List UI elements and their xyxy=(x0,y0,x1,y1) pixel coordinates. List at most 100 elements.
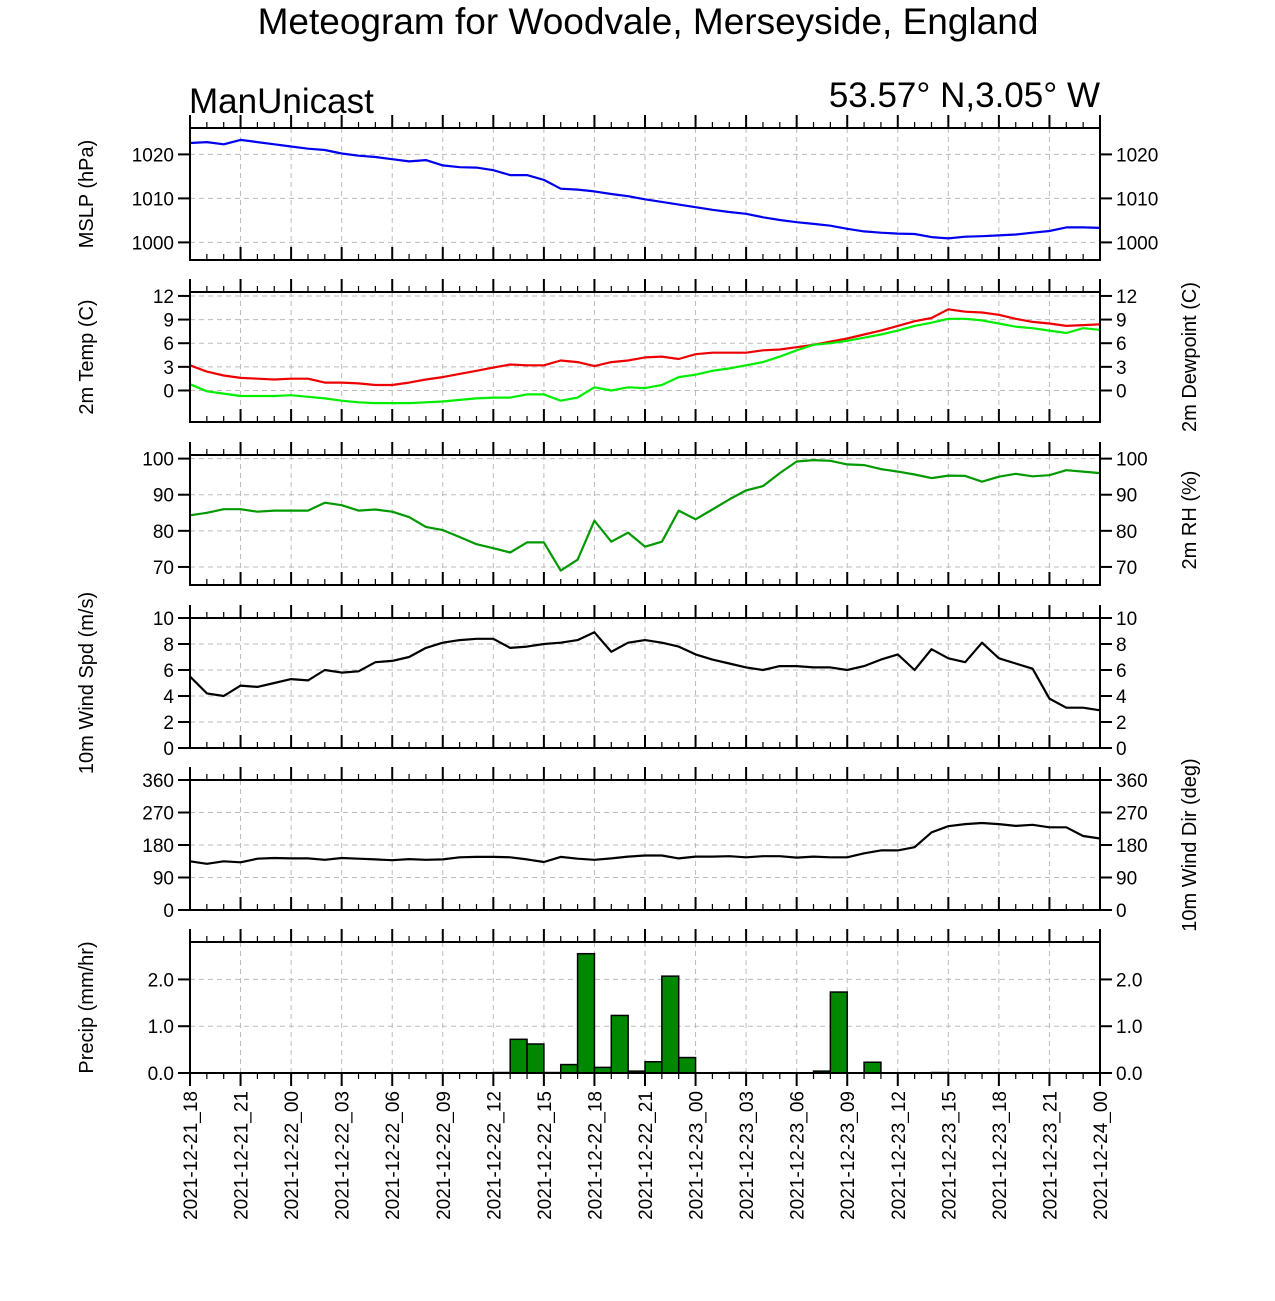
10m-wind-dir-line xyxy=(189,821,1101,865)
2m-temp-line xyxy=(189,308,1101,387)
y-tick-label-right: 10 xyxy=(1116,609,1137,630)
y-tick-label-right: 8 xyxy=(1116,635,1127,656)
y-tick-label-right: 0 xyxy=(1116,901,1127,922)
y-tick-label-left: 2.0 xyxy=(148,970,174,991)
y-tick-label-right: 180 xyxy=(1116,836,1148,857)
x-tick-label: 2021-12-22_09 xyxy=(434,1091,455,1220)
y-axis-title-right: 10m Wind Dir (deg) xyxy=(1179,758,1201,931)
precip-bar xyxy=(509,1038,528,1074)
precip-bar xyxy=(610,1014,629,1074)
x-tick-label: 2021-12-23_15 xyxy=(939,1091,960,1220)
x-tick-label: 2021-12-22_00 xyxy=(282,1091,303,1220)
y-tick-label-right: 0.0 xyxy=(1116,1064,1142,1085)
y-tick-label-right: 0 xyxy=(1116,381,1127,402)
y-tick-label-left: 0 xyxy=(163,739,174,760)
y-tick-label-left: 180 xyxy=(142,836,174,857)
y-tick-label-left: 2 xyxy=(163,713,174,734)
y-tick-label-right: 90 xyxy=(1116,869,1137,890)
y-tick-label-left: 270 xyxy=(142,804,174,825)
precip-bar xyxy=(829,991,848,1074)
y-tick-label-right: 70 xyxy=(1116,558,1137,579)
x-tick-label: 2021-12-22_03 xyxy=(333,1091,354,1220)
y-tick-label-left: 0 xyxy=(163,901,174,922)
x-tick-label: 2021-12-22_21 xyxy=(636,1091,657,1220)
y-tick-label-right: 9 xyxy=(1116,311,1127,332)
y-tick-label-left: 6 xyxy=(163,334,174,355)
x-tick-label: 2021-12-23_03 xyxy=(737,1091,758,1220)
y-tick-label-left: 80 xyxy=(153,522,174,543)
x-tick-label: 2021-12-21_18 xyxy=(181,1091,202,1220)
y-axis-title-left: 10m Wind Spd (m/s) xyxy=(76,592,98,774)
panel-wind_direction: 0 0 90 90 180 180 270 270 360 360 10m Wind Dir (de… xyxy=(142,758,1201,931)
y-tick-label-right: 90 xyxy=(1116,486,1137,507)
panel-wind_speed: 0 0 2 2 4 4 6 6 8 8 10 10 10m Wind Spd (m/s) xyxy=(76,592,1137,774)
y-tick-label-right: 2.0 xyxy=(1116,970,1142,991)
y-tick-label-right: 6 xyxy=(1116,661,1127,682)
y-tick-label-left: 1020 xyxy=(132,145,174,166)
y-tick-label-left: 12 xyxy=(153,287,174,308)
y-tick-label-right: 270 xyxy=(1116,804,1148,825)
y-tick-label-right: 12 xyxy=(1116,287,1137,308)
x-tick-label: 2021-12-23_06 xyxy=(788,1091,809,1220)
y-tick-label-left: 4 xyxy=(163,687,174,708)
x-tick-label: 2021-12-23_00 xyxy=(687,1091,708,1220)
x-tick-label: 2021-12-22_15 xyxy=(535,1091,556,1220)
10m-wind-spd-line xyxy=(189,631,1101,712)
x-tick-label: 2021-12-22_06 xyxy=(383,1091,404,1220)
mslp-line xyxy=(189,138,1101,240)
precip-bar xyxy=(576,952,596,1074)
y-tick-label-right: 1.0 xyxy=(1116,1017,1142,1038)
y-tick-label-right: 80 xyxy=(1116,522,1137,543)
y-tick-label-left: 6 xyxy=(163,661,174,682)
y-tick-label-right: 2 xyxy=(1116,713,1127,734)
y-tick-label-left: 1010 xyxy=(132,189,174,210)
y-tick-label-right: 1000 xyxy=(1116,233,1158,254)
precip-bar xyxy=(863,1061,882,1074)
y-tick-label-left: 90 xyxy=(153,869,174,890)
x-tick-label: 2021-12-22_18 xyxy=(585,1091,606,1220)
x-tick-label: 2021-12-24_00 xyxy=(1091,1091,1112,1220)
y-axis-title-left: Precip (mm/hr) xyxy=(76,941,98,1073)
y-tick-label-right: 6 xyxy=(1116,334,1127,355)
y-tick-label-right: 3 xyxy=(1116,358,1127,379)
precip-bar xyxy=(677,1056,697,1074)
y-tick-label-left: 0.0 xyxy=(148,1064,174,1085)
y-axis-title-left: 2m Temp (C) xyxy=(76,299,98,414)
y-tick-label-left: 70 xyxy=(153,558,174,579)
2m-dewpoint-line xyxy=(189,317,1101,405)
precip-bar xyxy=(559,1063,579,1074)
panel-precipitation: 0.0 0.0 1.0 1.0 2.0 2.0 Precip (mm/hr) 2021-12-… xyxy=(76,929,1142,1220)
x-tick-label: 2021-12-23_12 xyxy=(889,1091,910,1220)
model-label: ManUnicast xyxy=(189,82,374,121)
y-tick-label-right: 0 xyxy=(1116,739,1127,760)
y-tick-label-right: 360 xyxy=(1116,771,1148,792)
y-tick-label-left: 0 xyxy=(163,381,174,402)
y-tick-label-left: 8 xyxy=(163,635,174,656)
y-axis-title-left: MSLP (hPa) xyxy=(76,140,98,249)
y-tick-label-left: 3 xyxy=(163,358,174,379)
y-axis-title-right: 2m RH (%) xyxy=(1179,471,1201,570)
location-label: 53.57° N,3.05° W xyxy=(829,76,1100,115)
y-tick-label-left: 1.0 xyxy=(148,1017,174,1038)
y-axis-title-right: 2m Dewpoint (C) xyxy=(1179,282,1201,432)
y-tick-label-left: 100 xyxy=(142,450,174,471)
x-tick-label: 2021-12-22_12 xyxy=(484,1091,505,1220)
x-tick-label: 2021-12-21_21 xyxy=(232,1091,253,1220)
panel-relative_humidity: 70 70 80 80 90 90 100 100 2m RH (%) xyxy=(142,442,1201,586)
chart-title: Meteogram for Woodvale, Merseyside, Engl… xyxy=(258,1,1039,42)
y-tick-label-right: 1010 xyxy=(1116,189,1158,210)
y-tick-label-right: 1020 xyxy=(1116,145,1158,166)
y-tick-label-right: 100 xyxy=(1116,450,1148,471)
y-tick-label-left: 10 xyxy=(153,609,174,630)
y-tick-label-left: 1000 xyxy=(132,233,174,254)
y-tick-label-left: 9 xyxy=(163,311,174,332)
y-tick-label-left: 360 xyxy=(142,771,174,792)
panel-mslp: 1000 1000 1010 1010 1020 1020 MSLP (hPa) xyxy=(76,115,1158,261)
x-tick-label: 2021-12-23_09 xyxy=(838,1091,859,1220)
y-tick-label-right: 4 xyxy=(1116,687,1127,708)
x-tick-label: 2021-12-23_18 xyxy=(990,1091,1011,1220)
